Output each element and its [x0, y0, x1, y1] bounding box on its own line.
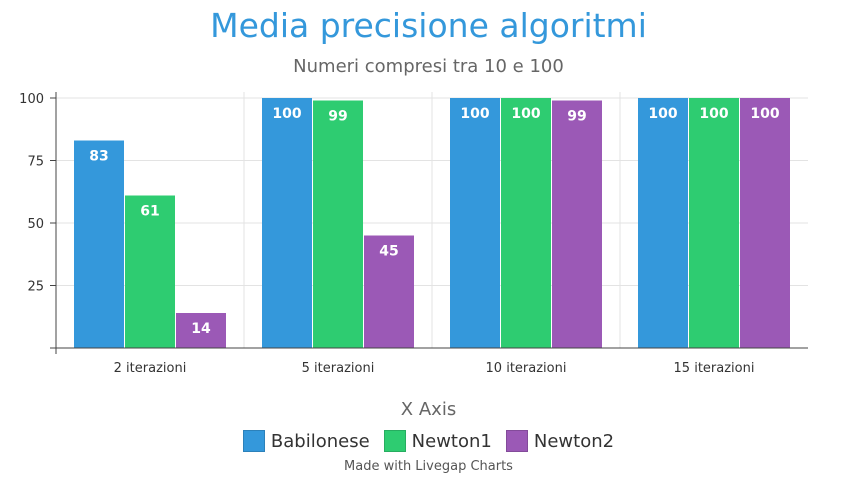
bar-value-label: 45 [379, 244, 398, 260]
bar [689, 98, 739, 348]
bar [125, 195, 175, 348]
chart-subtitle: Numeri compresi tra 10 e 100 [293, 56, 564, 77]
legend-label-babilonese: Babilonese [270, 430, 370, 452]
credit-text: Made with Livegap Charts [344, 459, 513, 474]
bar-value-label: 61 [140, 204, 159, 220]
bar [364, 235, 414, 348]
bar-value-label: 14 [191, 321, 211, 337]
y-tick-label: 100 [19, 92, 44, 107]
chart-title: Media precisione algoritmi [210, 6, 647, 45]
bar-chart: 83 61 14 2 iterazioni 100 99 45 5 iterazioni 100… [19, 92, 808, 376]
bar-value-label: 99 [567, 109, 586, 125]
bar-value-label: 100 [460, 106, 489, 122]
bar [262, 98, 312, 348]
legend-swatch-newton2 [505, 430, 528, 452]
bar-value-label: 100 [511, 106, 540, 122]
x-tick-label: 10 iterazioni [486, 361, 567, 376]
legend-swatch-babilonese [242, 430, 265, 452]
bar [450, 98, 500, 348]
legend-item-newton2[interactable]: Newton2 [505, 430, 615, 452]
bar [176, 313, 226, 348]
y-tick-label: 25 [27, 280, 44, 295]
legend-item-newton1[interactable]: Newton1 [383, 430, 492, 452]
legend-label-newton2: Newton2 [533, 430, 615, 452]
y-tick-label: 50 [27, 217, 44, 232]
x-axis-title: X Axis [400, 399, 457, 420]
x-tick-label: 2 iterazioni [114, 361, 187, 376]
x-tick-label: 5 iterazioni [302, 361, 375, 376]
legend-label-newton1: Newton1 [411, 430, 492, 452]
bar [74, 140, 124, 348]
bar [638, 98, 688, 348]
bar [313, 100, 363, 348]
bar-value-label: 100 [272, 106, 301, 122]
legend: Babilonese Newton1 Newton2 [0, 430, 857, 452]
legend-swatch-newton1 [383, 430, 406, 452]
bar-value-label: 100 [648, 106, 677, 122]
bar [740, 98, 790, 348]
x-tick-label: 15 iterazioni [674, 361, 755, 376]
bar-value-label: 100 [750, 106, 779, 122]
bar [501, 98, 551, 348]
y-tick-label: 75 [27, 155, 44, 170]
bar-value-label: 99 [328, 109, 347, 125]
bar-value-label: 83 [89, 149, 108, 165]
bar [552, 100, 602, 348]
legend-item-babilonese[interactable]: Babilonese [242, 430, 370, 452]
bar-value-label: 100 [699, 106, 728, 122]
